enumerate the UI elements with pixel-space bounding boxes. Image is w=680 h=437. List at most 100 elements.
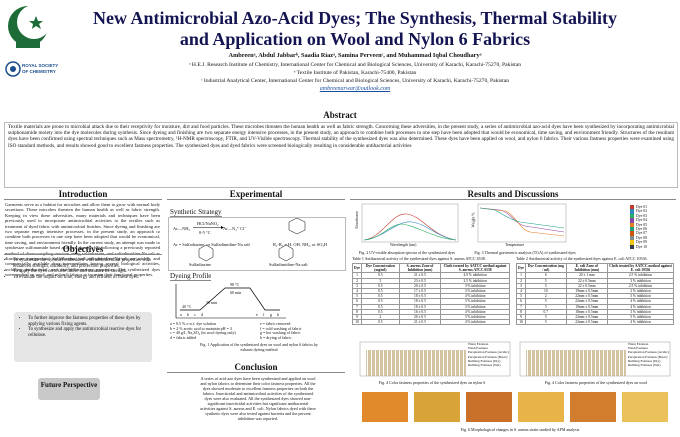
table-cell: 1 — [516, 272, 526, 279]
table-row: 1 6 20 ± 1 mm 2.5 % inhibition — [516, 272, 675, 279]
objectives-heading: Objectives — [4, 244, 162, 255]
table-cell: 5 — [525, 319, 567, 326]
table-cell: 22mm ± 0.5mm — [565, 293, 608, 300]
table-cell: 3 % inhibition — [440, 287, 510, 295]
header-row: Dye Dye Concentration (mg/ml) S. aureus Zo… — [352, 262, 510, 274]
column-header: S. aureus Zone of Inhibition (mm) — [398, 262, 442, 274]
table-cell: 22mm ± 0.5mm — [565, 298, 608, 305]
table-cell: 19mm ± 0.5mm — [565, 303, 608, 310]
table-cell: 3 % inhibition — [606, 277, 675, 284]
legend-item: d = fabric added — [170, 334, 197, 340]
table-caption: Table 2 Antibacterial activity of the sy… — [516, 256, 648, 261]
conclusion-text: A series of acid azo dyes have been synt… — [200, 376, 316, 421]
legend-item: Perspiration Fastness (Acidic) — [468, 350, 509, 355]
legend-item: Dye 06 — [630, 227, 647, 232]
table-cell: 8 — [352, 308, 362, 316]
table-cell: 2.5 % inhibition — [606, 272, 675, 279]
legend-item: Wash Fastness — [628, 346, 648, 351]
profile-label: 40 °C — [182, 304, 192, 309]
axis-label: Wavelength (nm) — [390, 243, 417, 247]
email: ambreenarwar@outlook.com — [319, 86, 391, 92]
objective-item: To apply the dyes on textile fabric and … — [13, 269, 165, 275]
future-list: To further improve the fastness properti… — [14, 312, 152, 338]
column-header: Dye — [516, 262, 526, 274]
fastness-legend: Water Fastness Wash Fastness Perspiration … — [628, 342, 669, 367]
objective-item: To synthesize the dyestuff embedded with… — [13, 258, 165, 269]
table-cell: 4 — [352, 287, 362, 295]
table-cell: 0.5 — [361, 282, 400, 290]
table-row: 3 0.5 20 ± 0.5 3 % inhibition — [352, 282, 510, 290]
legend-item: Dye 10 — [630, 244, 647, 250]
table-cell: 3 — [352, 282, 362, 290]
table-row: 2 5 23 ± 0.5 2.5 % inhibition — [352, 277, 510, 284]
profile-label: a — [180, 312, 182, 317]
table-cell: 6 — [352, 298, 362, 305]
table-row: 9 5 22mm ± 0.5mm 5 % inhibition — [516, 314, 675, 321]
legend-item: Perspiration Fastness (Basic) — [628, 354, 668, 359]
strategy-heading: Synthetic Strategy — [170, 208, 222, 217]
scheme-text: Ar—N₂⁺ Cl⁻ — [223, 226, 247, 231]
header-row: Dye Dye Concentration (mg / ml) E. coli Zo… — [516, 262, 675, 274]
axis-label: Temperature — [505, 243, 525, 247]
column-header: Dye — [352, 262, 362, 274]
affiliation: ᶜ Industrial Analytical Center, Internat… — [201, 78, 509, 84]
table-cell: 0.5 — [361, 272, 400, 279]
table-cell: 9 — [352, 314, 362, 321]
authors: Ambreenᵃ, Abdul Jabbarᵇ, Saadia Riazᵃ, S… — [228, 52, 482, 59]
title: New Antimicrobial Azo-Acid Dyes; The Syn… — [70, 8, 640, 50]
table-cell: 4 % inhibition — [440, 308, 510, 316]
rsc-logo-text: ROYAL SOCIETY OF CHEMISTRY — [22, 63, 58, 74]
figure-caption: Fig. 6 Morphological changes in S. aureu… — [460, 427, 580, 432]
table-cell: 1 — [352, 272, 362, 279]
table-2: Dye Dye Concentration (mg / ml) E. coli Zo… — [516, 262, 675, 326]
table-cell: 3 % inhibition — [606, 293, 675, 300]
legend-item: g = hot washing of fabric — [260, 330, 301, 336]
profile-label: g — [270, 312, 272, 317]
table-row: 4 10 19mm ± 0.5mm 2 % inhibition — [516, 287, 675, 295]
table-row: 2 5 22 ± 0.5mm 3 % inhibition — [516, 277, 675, 284]
table-cell: 18mm ± 0.5mm — [565, 308, 608, 316]
table-cell: 22mm ± 0.5mm — [565, 319, 608, 326]
future-item: To synthesize and apply the antimicrobia… — [28, 327, 148, 338]
table-cell: 4 % inhibition — [606, 303, 675, 310]
profile-label: 30 min — [206, 300, 218, 305]
column-header: E. coli Zone of Inhibition (mm) — [565, 262, 608, 274]
table-row: 1 0.5 21 ± 0.5 4.0 % inhibition — [352, 272, 510, 279]
legend-item: Rubbing Fastness (Dry) — [468, 358, 501, 363]
figure-caption: Fig. 4 Color fastness properties of the … — [544, 380, 648, 385]
profile-labels: 98 °C 40 °C 60 min 30 min a b c d e f g … — [170, 282, 290, 322]
table-cell: 21 ± 0.5 — [398, 319, 442, 326]
scheme-text: Ar = Sulfadiazine, or Sulfadimidine-Na s… — [173, 242, 250, 247]
profile-legend: a = 0.5 % o.w.f. dye solution b = 2 % ace… — [170, 321, 346, 340]
dye-legend: Dye 01 Dye 02 Dye 03 Dye 04 Dye 05 Dye 06 Dye … — [630, 205, 647, 250]
table-cell: 10 — [516, 319, 526, 326]
scheme-text: Sulfadimidine-Na salt — [269, 262, 308, 267]
rsc-logo — [5, 61, 21, 77]
table-cell: 20 ± 1 mm — [565, 272, 608, 279]
scheme-box: Ar—NH₂ HCl/NaNO₂ 0-5 °C Ar—N₂⁺ Cl⁻ Ar = … — [168, 217, 346, 271]
table-cell: 3 % inhibition — [440, 303, 510, 310]
legend-item: Water Fastness — [628, 342, 649, 346]
scheme-text: HCl/NaNO₂ — [197, 221, 219, 226]
table-cell: 5 — [516, 293, 526, 300]
affiliation: ᵇ Textile Institute of Pakistan, Karachi… — [293, 70, 417, 76]
legend-item: e = fabric removed — [260, 321, 291, 326]
fastness-figures — [359, 341, 671, 377]
legend-item: Dye 09 — [630, 240, 647, 245]
profile-label: h — [277, 312, 279, 317]
introduction-text: Garments serve as a habitat for microbes… — [5, 202, 160, 278]
legend-item: Dye 07 — [630, 231, 647, 236]
table-cell: 2.5 % inhibition — [440, 277, 510, 284]
legend-item: b = 2 % acetic acid to maintain pH = 3 — [170, 325, 232, 331]
afm-images — [362, 392, 668, 422]
abstract-text: Textile materials are prone to microbial… — [4, 122, 678, 188]
axis-label: Weight % — [471, 212, 476, 228]
legend-item: Rubbing Fastness (Wet) — [468, 363, 501, 368]
title-line: and Application on Wool and Nylon 6 Fabr… — [179, 29, 531, 49]
table-cell: 3 % inhibition — [440, 314, 510, 321]
legend-item: Dye 03 — [630, 213, 647, 219]
table-cell: 22 ± 0.5mm — [565, 282, 608, 290]
introduction-heading: Introduction — [4, 189, 162, 200]
table-cell: 22mm ± 0.5mm — [565, 314, 608, 321]
